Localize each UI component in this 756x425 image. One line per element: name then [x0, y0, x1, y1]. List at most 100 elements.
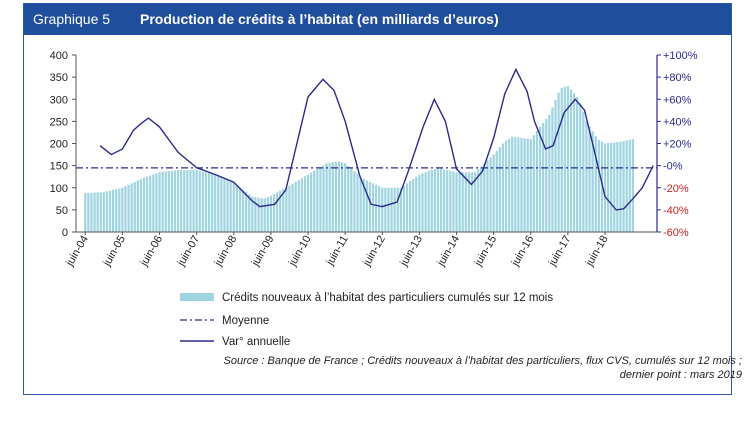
bar	[529, 139, 532, 232]
bar	[461, 172, 464, 232]
bar	[511, 136, 514, 232]
bar	[155, 173, 158, 232]
bar	[477, 169, 480, 232]
bar	[257, 197, 260, 232]
y-right-tick-label: +100%	[663, 50, 698, 62]
bar	[297, 180, 300, 232]
legend-var-label: Var° annuelle	[222, 336, 290, 348]
bar	[306, 174, 310, 232]
bar	[127, 184, 130, 232]
bar	[217, 175, 220, 232]
bar	[554, 99, 557, 232]
bar	[492, 154, 495, 232]
bar	[99, 192, 102, 232]
bar	[600, 141, 604, 232]
bar	[319, 167, 322, 232]
x-tick-label: juin-15	[472, 233, 499, 268]
y-left-tick-label: 400	[50, 50, 68, 62]
bar	[501, 143, 505, 232]
bar	[214, 174, 217, 232]
bar	[133, 181, 136, 232]
bar	[269, 195, 273, 232]
bar	[619, 141, 622, 232]
x-tick-label: juin-05	[101, 234, 128, 269]
bar	[245, 192, 248, 232]
x-tick-label: juin-18	[583, 234, 610, 269]
bar	[467, 172, 471, 232]
bar	[238, 187, 242, 232]
x-tick-label: juin-13	[398, 234, 425, 269]
y-right-tick-label: +20%	[663, 139, 692, 151]
bar	[616, 142, 619, 232]
bar	[508, 138, 511, 232]
bar	[588, 126, 591, 232]
bar	[569, 89, 573, 232]
bar	[192, 170, 195, 232]
bar	[189, 170, 192, 232]
bar	[538, 126, 542, 232]
bar	[607, 143, 610, 232]
bar	[585, 121, 588, 232]
bar	[594, 136, 597, 232]
x-tick-label: juin-06	[138, 234, 165, 269]
bar	[480, 166, 483, 232]
bar	[365, 180, 368, 232]
y-left-tick-label: 0	[62, 227, 68, 239]
bar	[405, 183, 409, 232]
bar	[84, 193, 87, 232]
bar	[631, 139, 634, 232]
bar	[146, 176, 149, 232]
bar	[300, 178, 303, 232]
bar	[263, 198, 266, 232]
y-right-tick-label: -0%	[663, 161, 683, 173]
bar	[108, 190, 112, 232]
bar	[170, 170, 174, 232]
bar	[393, 187, 396, 232]
bar	[449, 170, 452, 232]
bar	[446, 170, 449, 232]
bar	[545, 118, 548, 232]
bar	[275, 192, 279, 232]
bar	[254, 197, 257, 232]
bar	[328, 162, 331, 232]
bar	[436, 167, 440, 232]
bar	[186, 170, 189, 232]
bar	[316, 168, 319, 232]
legend-bar-label: Crédits nouveaux à l’habitat des particu…	[222, 292, 553, 304]
bar	[152, 174, 155, 232]
bar	[313, 170, 316, 232]
bar	[362, 178, 365, 232]
x-tick-label: juin-10	[286, 234, 313, 269]
chart-title: Production de crédits à l’habitat (en mi…	[140, 11, 499, 27]
bar	[139, 178, 143, 232]
bar	[115, 189, 118, 232]
y-right-tick-label: +60%	[663, 94, 692, 106]
bar	[613, 142, 616, 232]
bar	[164, 171, 167, 232]
bar	[526, 138, 529, 232]
legend: Crédits nouveaux à l’habitat des particu…	[180, 292, 553, 348]
bar	[285, 187, 288, 232]
bar	[452, 171, 455, 232]
bar	[483, 163, 486, 232]
bar	[266, 197, 269, 232]
bar	[344, 163, 347, 232]
bar	[412, 178, 415, 232]
y-right-tick-label: -20%	[663, 183, 689, 195]
bar	[591, 131, 594, 232]
bar	[347, 165, 350, 232]
bar	[473, 172, 477, 232]
bar	[124, 186, 127, 232]
source-note: Source : Banque de France ; Crédits nouv…	[122, 354, 742, 382]
bar	[353, 171, 356, 232]
bar	[368, 181, 372, 232]
y-right-tick-label: -60%	[663, 227, 689, 239]
y-left-tick-label: 200	[50, 139, 68, 151]
bar	[334, 161, 337, 232]
y-left-tick-label: 150	[50, 161, 68, 173]
bar	[279, 190, 282, 232]
bar	[235, 185, 238, 232]
y-right-tick-label: -40%	[663, 205, 689, 217]
bar	[390, 187, 393, 232]
